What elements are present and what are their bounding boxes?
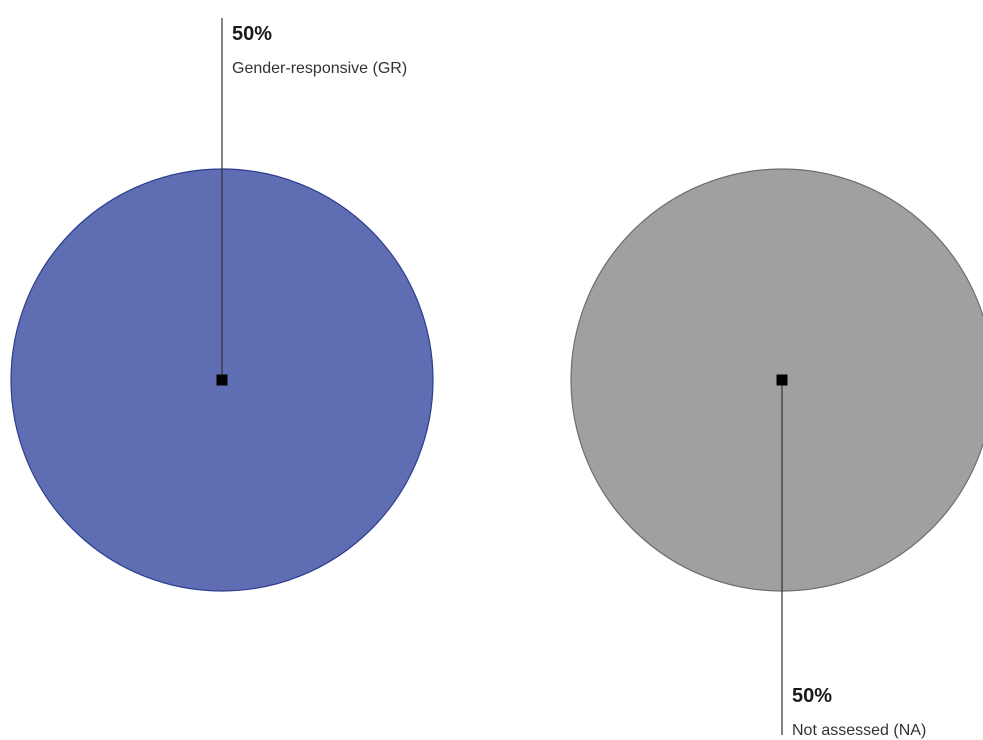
leader-anchor-not-assessed-na bbox=[776, 374, 788, 386]
data-label-value-not-assessed-na: 50% bbox=[792, 685, 832, 707]
data-label-category-gender-responsive-gr: Gender-responsive (GR) bbox=[232, 60, 407, 77]
leader-anchor-gender-responsive-gr bbox=[216, 374, 228, 386]
data-label-category-not-assessed-na: Not assessed (NA) bbox=[792, 722, 926, 739]
slices-layer bbox=[10, 168, 983, 592]
labels-layer: 50% Gender-responsive (GR) 50% Not assessed… bbox=[232, 23, 926, 739]
leader-lines-layer bbox=[216, 18, 788, 735]
data-label-value-gender-responsive-gr: 50% bbox=[232, 23, 272, 45]
